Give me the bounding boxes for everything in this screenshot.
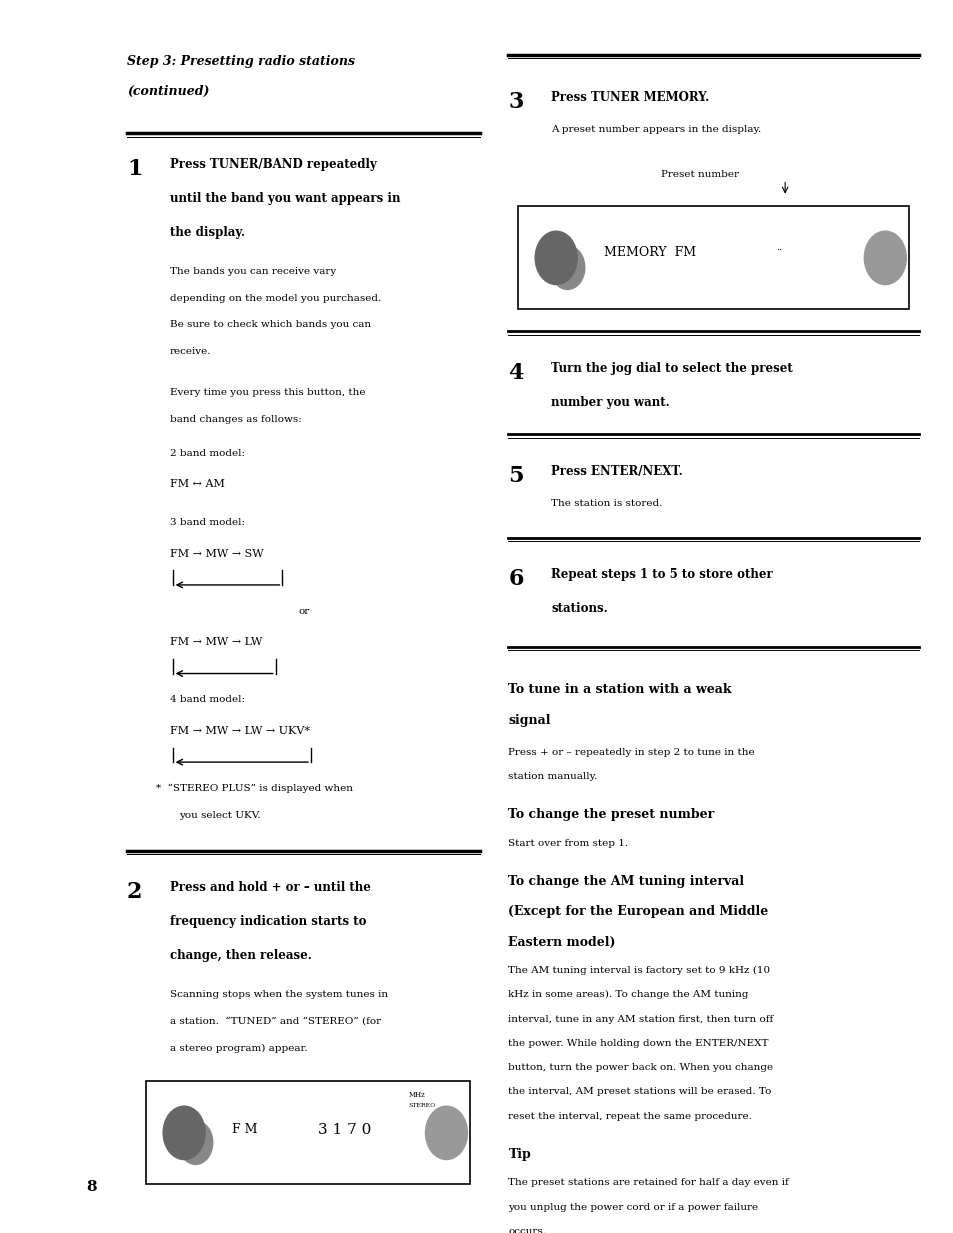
Text: occurs.: occurs. (508, 1227, 546, 1233)
Text: 4 band model:: 4 band model: (170, 695, 245, 704)
Circle shape (163, 1106, 205, 1159)
Text: *  “STEREO PLUS” is displayed when: * “STEREO PLUS” is displayed when (155, 784, 352, 793)
Text: The AM tuning interval is factory set to 9 kHz (10: The AM tuning interval is factory set to… (508, 965, 770, 975)
Text: To change the AM tuning interval: To change the AM tuning interval (508, 875, 744, 888)
Bar (517, 206, 908, 309)
Text: Step 3: Presetting radio stations: Step 3: Presetting radio stations (127, 54, 355, 68)
Text: station manually.: station manually. (508, 772, 598, 780)
Text: 3: 3 (508, 91, 523, 113)
Text: frequency indication starts to: frequency indication starts to (170, 915, 366, 928)
Text: 3 1 7 0: 3 1 7 0 (317, 1123, 371, 1137)
Text: the interval, AM preset stations will be erased. To: the interval, AM preset stations will be… (508, 1088, 771, 1096)
Text: 4: 4 (508, 361, 523, 383)
Text: MHz: MHz (408, 1091, 425, 1099)
Text: The preset stations are retained for half a day even if: The preset stations are retained for hal… (508, 1179, 788, 1187)
Text: (Except for the European and Middle: (Except for the European and Middle (508, 905, 768, 919)
Text: until the band you want appears in: until the band you want appears in (170, 192, 400, 205)
Text: 2 band model:: 2 band model: (170, 449, 245, 457)
Text: Press ENTER/NEXT.: Press ENTER/NEXT. (551, 465, 682, 478)
Text: interval, tune in any AM station first, then turn off: interval, tune in any AM station first, … (508, 1015, 773, 1023)
Text: FM ↔ AM: FM ↔ AM (170, 480, 225, 490)
Text: ··: ·· (775, 245, 781, 255)
Text: Repeat steps 1 to 5 to store other: Repeat steps 1 to 5 to store other (551, 568, 772, 581)
Text: you unplug the power cord or if a power failure: you unplug the power cord or if a power … (508, 1202, 758, 1212)
Circle shape (178, 1121, 213, 1164)
Text: Press TUNER/BAND repeatedly: Press TUNER/BAND repeatedly (170, 158, 376, 170)
Circle shape (863, 231, 905, 285)
Text: Start over from step 1.: Start over from step 1. (508, 838, 628, 847)
Text: number you want.: number you want. (551, 396, 669, 408)
Circle shape (425, 1106, 467, 1159)
Circle shape (535, 231, 577, 285)
Text: The station is stored.: The station is stored. (551, 499, 662, 508)
Text: To change the preset number: To change the preset number (508, 808, 714, 821)
Text: 1: 1 (127, 158, 142, 180)
Text: signal: signal (508, 714, 551, 726)
Text: 5: 5 (508, 465, 523, 487)
Text: kHz in some areas). To change the AM tuning: kHz in some areas). To change the AM tun… (508, 990, 748, 1000)
Text: STEREO: STEREO (408, 1104, 436, 1108)
Text: a station.  “TUNED” and “STEREO” (for: a station. “TUNED” and “STEREO” (for (170, 1017, 380, 1026)
Text: FM → MW → SW: FM → MW → SW (170, 549, 263, 559)
Text: reset the interval, repeat the same procedure.: reset the interval, repeat the same proc… (508, 1112, 752, 1121)
Text: band changes as follows:: band changes as follows: (170, 416, 301, 424)
Text: 2: 2 (127, 882, 142, 903)
Text: the power. While holding down the ENTER/NEXT: the power. While holding down the ENTER/… (508, 1039, 768, 1048)
Text: Scanning stops when the system tunes in: Scanning stops when the system tunes in (170, 990, 388, 999)
Text: a stereo program) appear.: a stereo program) appear. (170, 1043, 307, 1053)
Text: F M: F M (232, 1123, 257, 1136)
Text: To tune in a station with a weak: To tune in a station with a weak (508, 683, 731, 697)
Text: Every time you press this button, the: Every time you press this button, the (170, 388, 365, 397)
Text: Tip: Tip (508, 1148, 531, 1161)
Text: A preset number appears in the display.: A preset number appears in the display. (551, 125, 760, 134)
Text: Be sure to check which bands you can: Be sure to check which bands you can (170, 321, 371, 329)
Text: FM → MW → LW → UKV*: FM → MW → LW → UKV* (170, 726, 310, 736)
Text: Press + or – repeatedly in step 2 to tune in the: Press + or – repeatedly in step 2 to tun… (508, 747, 755, 757)
Text: Turn the jog dial to select the preset: Turn the jog dial to select the preset (551, 361, 792, 375)
Text: 3 band model:: 3 band model: (170, 518, 245, 528)
Text: you select UKV.: you select UKV. (179, 810, 261, 820)
Text: the display.: the display. (170, 226, 245, 239)
Text: MEMORY  FM: MEMORY FM (603, 245, 696, 259)
Circle shape (550, 245, 584, 290)
Text: Preset number: Preset number (660, 170, 739, 179)
Text: FM → MW → LW: FM → MW → LW (170, 637, 262, 647)
Text: Press TUNER MEMORY.: Press TUNER MEMORY. (551, 91, 709, 104)
Text: (continued): (continued) (127, 85, 209, 97)
Text: change, then release.: change, then release. (170, 949, 312, 962)
Text: The bands you can receive vary: The bands you can receive vary (170, 268, 335, 276)
Text: Eastern model): Eastern model) (508, 936, 616, 948)
Text: or: or (298, 607, 310, 615)
Bar (146, 1081, 470, 1185)
Text: depending on the model you purchased.: depending on the model you purchased. (170, 293, 380, 302)
Text: 6: 6 (508, 568, 523, 589)
Text: receive.: receive. (170, 346, 212, 356)
Text: button, turn the power back on. When you change: button, turn the power back on. When you… (508, 1063, 773, 1071)
Text: stations.: stations. (551, 602, 607, 615)
Text: Press and hold + or – until the: Press and hold + or – until the (170, 882, 371, 894)
Text: 8: 8 (86, 1180, 96, 1194)
